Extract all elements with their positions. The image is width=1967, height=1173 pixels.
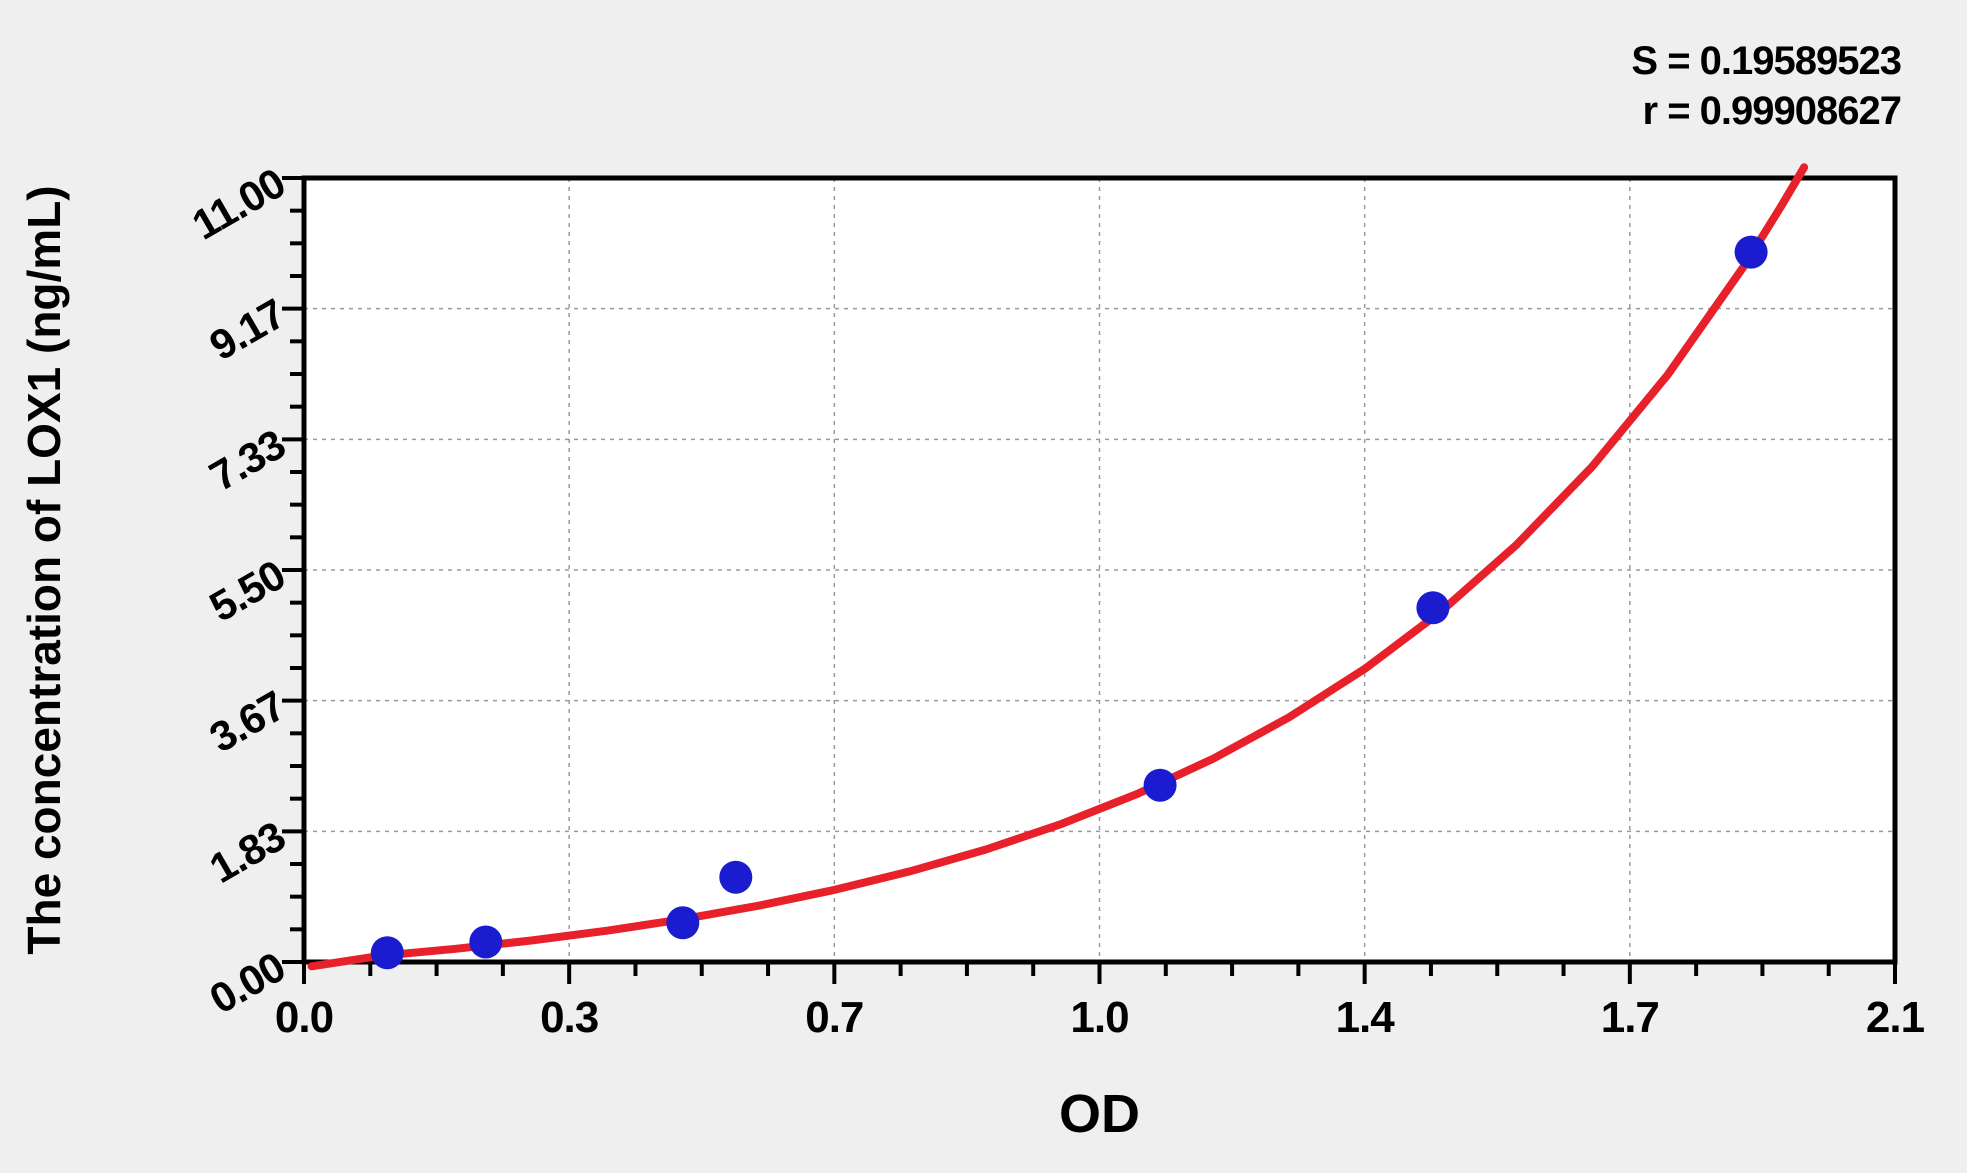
data-point [666, 906, 700, 940]
y-axis-title: The concentration of LOX1 (ng/mL) [18, 185, 70, 954]
fit-statistics: S = 0.19589523 r = 0.99908627 [1631, 36, 1902, 136]
x-tick-label: 0.7 [805, 993, 863, 1042]
data-point [1734, 235, 1768, 269]
y-tick-label: 11.00 [184, 159, 292, 249]
data-point [719, 860, 753, 894]
data-point [370, 936, 404, 970]
data-point [1416, 591, 1450, 625]
x-axis-title: OD [1059, 1084, 1140, 1144]
data-point [469, 925, 503, 959]
y-tick-label: 1.83 [202, 812, 293, 892]
stat-r-value: r = 0.99908627 [1642, 89, 1902, 133]
x-tick-label: 0.3 [540, 993, 598, 1042]
plot-frame [301, 175, 1898, 965]
x-tick-label: 1.7 [1601, 993, 1659, 1042]
stat-s-value: S = 0.19589523 [1631, 39, 1902, 83]
x-tick-label: 1.4 [1336, 993, 1396, 1042]
fit-curve [307, 163, 1809, 971]
y-tick-label: 5.50 [202, 551, 293, 631]
y-tick-label: 7.33 [202, 420, 293, 500]
y-tick-label: 3.67 [202, 682, 293, 762]
x-tick-label: 2.1 [1866, 993, 1925, 1042]
x-tick-label: 1.0 [1070, 993, 1128, 1042]
data-point [1143, 768, 1177, 802]
y-tick-label: 9.17 [202, 290, 293, 370]
x-tick-label: 0.0 [275, 993, 333, 1042]
